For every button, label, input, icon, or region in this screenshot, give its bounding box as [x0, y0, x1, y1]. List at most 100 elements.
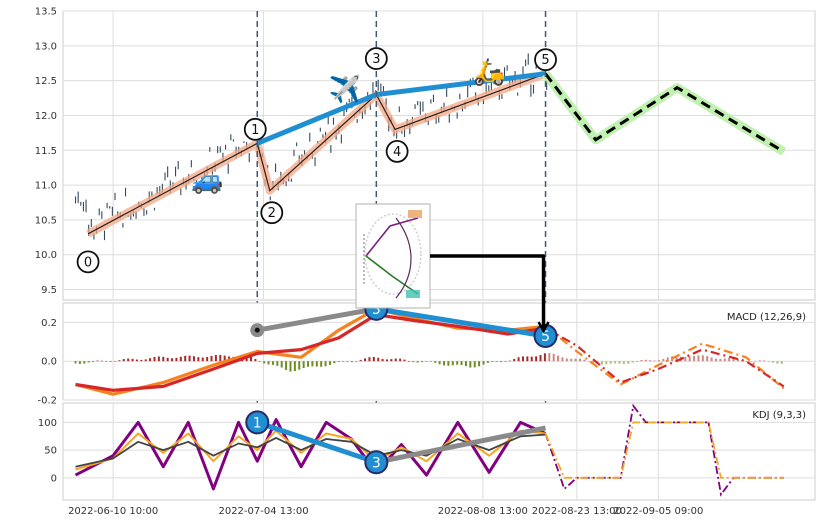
macd-bar	[315, 361, 318, 367]
macd-bar	[359, 360, 362, 362]
macd-bar	[175, 357, 178, 362]
macd-bar	[447, 361, 450, 366]
macd-bar	[482, 361, 485, 365]
macd-bar	[653, 360, 656, 362]
macd-bar	[714, 358, 717, 362]
macd-bar	[557, 355, 560, 362]
macd-bar	[307, 361, 310, 367]
macd-bar	[223, 355, 226, 362]
price-ytick-label: 9.5	[41, 285, 57, 296]
macd-bar	[368, 357, 371, 362]
macd-bar	[745, 361, 748, 362]
macd-marker-label: 5	[541, 329, 550, 345]
price-frame	[62, 10, 816, 301]
macd-bar	[693, 356, 696, 362]
macd-bar	[399, 358, 402, 362]
macd-bar	[609, 361, 612, 364]
wave-marker-label: 4	[393, 145, 401, 160]
macd-title: MACD (12,26,9)	[727, 312, 806, 323]
macd-bar	[772, 361, 775, 363]
macd-bar	[500, 361, 503, 363]
macd-bar	[346, 361, 349, 362]
macd-bar	[122, 359, 125, 362]
macd-bar	[394, 358, 397, 362]
macd-bar	[333, 361, 336, 364]
macd-bar	[377, 357, 380, 362]
macd-bar	[78, 361, 81, 364]
kdj-forecast-1	[544, 421, 784, 479]
macd-bar	[662, 358, 665, 362]
price-panel: 9.510.010.511.011.512.012.513.013.501234…	[35, 7, 816, 500]
macd-bar	[263, 361, 266, 364]
macd-bar	[456, 361, 459, 365]
macd-bar	[763, 360, 766, 362]
macd-bar	[407, 361, 410, 362]
macd-bar	[561, 357, 564, 362]
macd-bar	[289, 361, 292, 372]
macd-bar	[723, 358, 726, 362]
inset-connector	[430, 254, 546, 328]
macd-bar	[666, 357, 669, 362]
macd-bar	[324, 361, 327, 367]
macd-bar	[640, 359, 643, 362]
macd-bar	[293, 361, 296, 372]
macd-ytick-label: -0.2	[37, 396, 57, 407]
macd-connector-blue	[375, 306, 546, 339]
macd-bar	[434, 361, 437, 363]
price-ytick-label: 13.5	[35, 7, 57, 18]
macd-bar	[526, 356, 529, 362]
macd-bar	[657, 360, 660, 362]
macd-bar	[114, 361, 117, 362]
macd-bar	[460, 361, 463, 365]
macd-bar	[736, 358, 739, 362]
macd-bar	[675, 356, 678, 362]
macd-bar	[219, 354, 222, 362]
macd-bar	[267, 361, 270, 365]
macd-bar	[109, 361, 112, 362]
inset-stroke-purple	[365, 217, 419, 257]
macd-bar	[688, 356, 691, 362]
macd-bar	[425, 361, 428, 362]
macd-bar	[728, 357, 731, 362]
wave-marker-label: 5	[541, 53, 549, 68]
macd-bar	[381, 359, 384, 362]
macd-bar	[605, 361, 608, 365]
kdj-series-1	[75, 429, 546, 471]
macd-bar	[96, 360, 99, 362]
macd-forecast-0	[544, 325, 785, 390]
macd-bar	[592, 361, 595, 364]
macd-bar	[517, 357, 520, 362]
macd-bar	[285, 361, 288, 370]
macd-bar	[684, 356, 687, 362]
kdj-marker	[245, 410, 270, 435]
macd-bar	[780, 361, 783, 364]
macd-bar	[552, 353, 555, 362]
kdj-connector-grey	[375, 425, 547, 465]
macd-bar	[210, 355, 213, 362]
wave-marker-label: 1	[251, 123, 259, 138]
wave-marker	[364, 47, 388, 70]
kdj-marker	[364, 450, 389, 475]
price-ytick-label: 10.0	[35, 250, 57, 261]
macd-bar	[570, 358, 573, 362]
trend-line	[87, 73, 546, 235]
macd-bar	[574, 358, 577, 362]
macd-bar	[149, 358, 152, 362]
wave-marker	[260, 201, 284, 225]
macd-bar	[298, 361, 301, 370]
macd-bar	[750, 361, 753, 362]
macd-bar	[535, 356, 538, 362]
macd-bar	[92, 361, 95, 362]
macd-bar	[157, 356, 160, 362]
inset-connector-arrowhead	[537, 321, 550, 334]
emoji-icon: 🛵	[473, 58, 505, 88]
macd-marker-center	[254, 327, 260, 333]
wave-marker-label: 2	[268, 206, 276, 221]
macd-bar	[188, 355, 191, 362]
macd-bar	[469, 361, 472, 368]
macd-bar	[710, 357, 713, 362]
x-tick-label: 2022-06-10 10:00	[68, 506, 158, 517]
x-tick-label: 2022-09-05 09:00	[613, 506, 703, 517]
macd-bar	[355, 361, 358, 362]
macd-bar	[513, 358, 516, 362]
